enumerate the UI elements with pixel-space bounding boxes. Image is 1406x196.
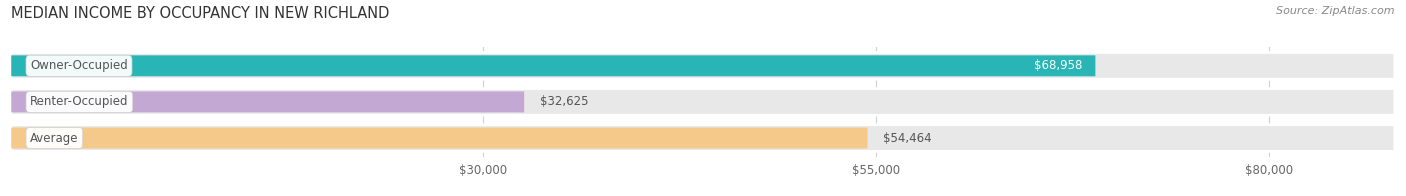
Text: Source: ZipAtlas.com: Source: ZipAtlas.com bbox=[1277, 6, 1395, 16]
FancyBboxPatch shape bbox=[11, 53, 1395, 79]
FancyBboxPatch shape bbox=[11, 92, 524, 112]
Text: Owner-Occupied: Owner-Occupied bbox=[30, 59, 128, 72]
Text: $32,625: $32,625 bbox=[540, 95, 588, 108]
Text: MEDIAN INCOME BY OCCUPANCY IN NEW RICHLAND: MEDIAN INCOME BY OCCUPANCY IN NEW RICHLA… bbox=[11, 6, 389, 21]
Text: $68,958: $68,958 bbox=[1035, 59, 1083, 72]
Text: $54,464: $54,464 bbox=[883, 132, 932, 144]
Text: Average: Average bbox=[30, 132, 79, 144]
FancyBboxPatch shape bbox=[11, 125, 1395, 151]
FancyBboxPatch shape bbox=[11, 55, 1095, 76]
Text: Renter-Occupied: Renter-Occupied bbox=[30, 95, 128, 108]
FancyBboxPatch shape bbox=[11, 89, 1395, 115]
FancyBboxPatch shape bbox=[11, 128, 868, 149]
